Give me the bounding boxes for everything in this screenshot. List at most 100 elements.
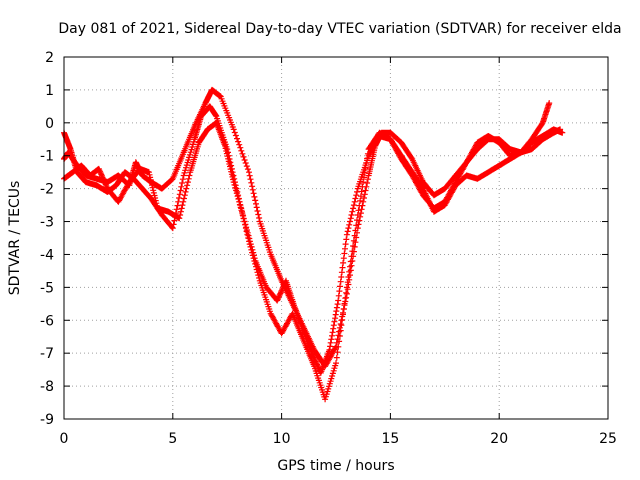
- data-point: [176, 172, 193, 222]
- data-point: [317, 348, 332, 376]
- data-point: [187, 141, 202, 176]
- y-tick-label: -2: [40, 182, 54, 198]
- y-tick-label: -8: [40, 379, 54, 395]
- data-point: [335, 236, 350, 304]
- data-point: [158, 176, 175, 192]
- data-point: [518, 137, 535, 156]
- data-point: [246, 169, 263, 221]
- data-point: [559, 129, 566, 136]
- data-point: [546, 100, 553, 107]
- data-point: [158, 212, 175, 231]
- data-point: [326, 301, 341, 353]
- data-point: [441, 173, 458, 192]
- series-1: [61, 86, 564, 370]
- series-3: [61, 100, 553, 376]
- chart-title: Day 081 of 2021, Sidereal Day-to-day VTE…: [58, 21, 621, 37]
- data-point: [180, 125, 197, 156]
- data-point: [333, 289, 350, 367]
- data-point: [252, 258, 269, 289]
- y-tick-label: 1: [45, 83, 54, 99]
- data-point: [409, 156, 426, 184]
- data-point: [354, 155, 371, 192]
- data-point: [539, 101, 552, 126]
- data-point: [115, 180, 132, 205]
- data-point: [452, 173, 469, 189]
- data-point: [289, 310, 306, 342]
- data-point: [145, 169, 160, 209]
- x-tick-label: 25: [599, 431, 617, 447]
- data-point: [441, 183, 458, 209]
- data-point: [387, 136, 404, 158]
- data-point: [241, 218, 258, 262]
- data-point: [278, 312, 295, 337]
- data-point: [387, 129, 404, 145]
- y-tick-label: -1: [40, 149, 54, 165]
- y-tick-label: -6: [40, 313, 54, 329]
- grid-layer: [64, 57, 608, 419]
- y-tick-label: -9: [40, 412, 54, 428]
- data-point: [213, 119, 228, 148]
- data-point: [365, 134, 382, 159]
- data-point: [496, 139, 513, 158]
- x-tick-label: 15: [381, 431, 399, 447]
- y-tick-label: -3: [40, 215, 54, 231]
- data-point: [528, 121, 545, 143]
- data-point: [113, 170, 128, 189]
- x-tick-label: 5: [168, 431, 177, 447]
- data-point: [169, 151, 186, 182]
- data-point: [95, 165, 110, 191]
- data-point: [230, 179, 247, 222]
- data-point: [180, 138, 197, 179]
- data-point: [195, 127, 210, 146]
- data-point: [191, 114, 204, 143]
- data-point: [463, 141, 480, 166]
- data-point: [209, 86, 224, 99]
- data-layer: [61, 86, 566, 403]
- data-point: [267, 251, 284, 282]
- data-point: [485, 163, 502, 176]
- data-point: [126, 166, 143, 186]
- x-tick-label: 0: [60, 431, 69, 447]
- data-point: [474, 137, 491, 153]
- data-point: [256, 277, 273, 315]
- data-point: [528, 137, 545, 153]
- data-point: [496, 136, 513, 152]
- x-axis-title: GPS time / hours: [277, 458, 394, 474]
- y-tick-label: -4: [40, 247, 54, 263]
- data-point: [398, 139, 415, 161]
- data-point: [300, 337, 317, 368]
- data-point: [206, 103, 219, 119]
- data-point: [507, 149, 524, 162]
- data-point: [539, 130, 556, 143]
- data-point: [74, 169, 89, 185]
- data-point: [452, 160, 469, 186]
- data-point: [430, 186, 447, 199]
- y-tick-label: 2: [45, 50, 54, 66]
- x-tick-label: 10: [273, 431, 291, 447]
- data-point: [256, 218, 273, 256]
- data-point: [267, 310, 284, 335]
- data-point: [420, 185, 437, 213]
- data-point: [204, 120, 219, 133]
- data-point: [343, 217, 360, 291]
- data-point: [322, 362, 339, 403]
- data-point: [496, 156, 513, 169]
- data-point: [300, 327, 315, 355]
- data-point: [291, 304, 306, 332]
- data-point: [398, 152, 415, 174]
- data-point: [343, 188, 360, 238]
- data-point: [420, 179, 437, 198]
- data-point: [311, 363, 328, 400]
- y-tick-label: -7: [40, 346, 54, 362]
- data-point: [222, 142, 237, 183]
- data-point: [230, 126, 251, 173]
- data-point: [139, 185, 154, 201]
- data-point: [274, 279, 289, 304]
- y-tick-label: -5: [40, 280, 54, 296]
- data-point: [474, 169, 491, 182]
- data-point: [430, 202, 447, 215]
- data-point: [165, 208, 182, 221]
- data-point: [283, 277, 297, 309]
